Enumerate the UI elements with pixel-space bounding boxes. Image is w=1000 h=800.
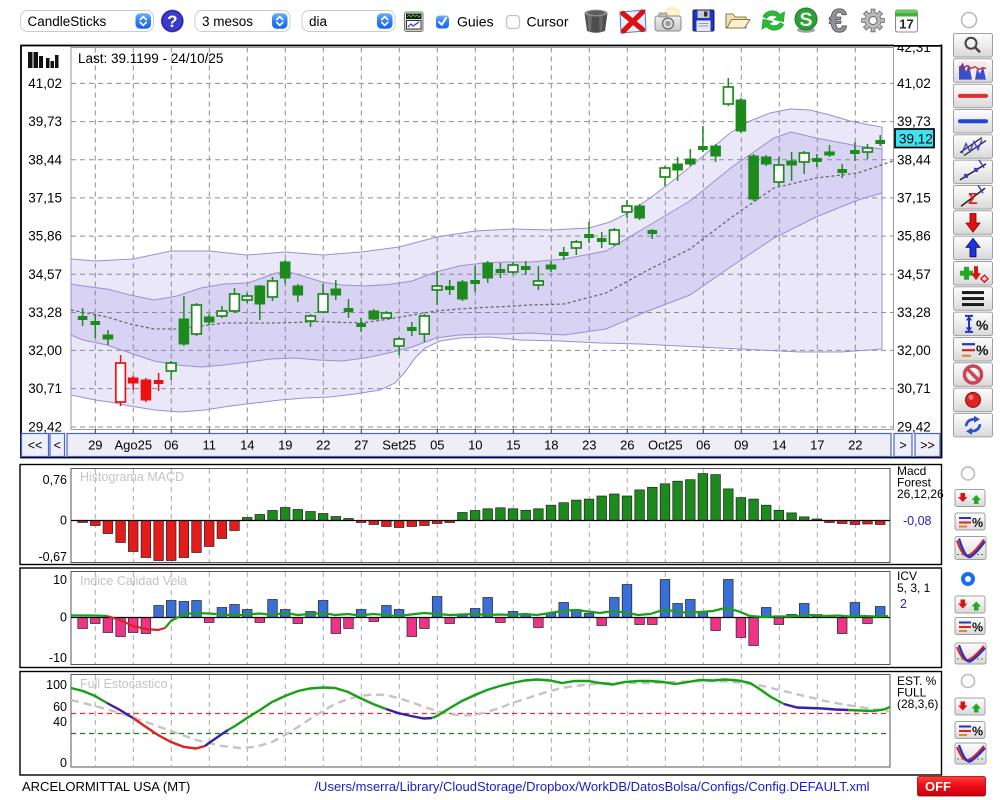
svg-text:26,12,26: 26,12,26 xyxy=(897,487,944,501)
svg-text:38,44: 38,44 xyxy=(28,152,62,167)
svg-text:41,02: 41,02 xyxy=(897,76,931,91)
svg-text:%: % xyxy=(972,516,983,530)
svg-text:0: 0 xyxy=(60,611,67,625)
svg-text:0,76: 0,76 xyxy=(43,473,67,487)
svg-text:34,57: 34,57 xyxy=(28,267,62,282)
svg-text:41,02: 41,02 xyxy=(28,76,62,91)
svg-text:S: S xyxy=(799,9,812,31)
svg-text:OFF: OFF xyxy=(925,779,951,794)
svg-text:30,71: 30,71 xyxy=(28,381,62,396)
svg-text:40: 40 xyxy=(53,715,67,729)
svg-text:35,86: 35,86 xyxy=(897,229,931,244)
svg-text:Oct25: Oct25 xyxy=(648,438,683,453)
svg-text:EST. %: EST. % xyxy=(897,674,937,688)
svg-text:€: € xyxy=(829,2,847,39)
svg-text:39,73: 39,73 xyxy=(897,114,931,129)
svg-text:CandleSticks: CandleSticks xyxy=(28,14,107,29)
svg-text:<<: << xyxy=(28,439,43,453)
svg-text:Histograma MACD: Histograma MACD xyxy=(80,470,184,484)
svg-text:Indice Calidad Vela: Indice Calidad Vela xyxy=(80,574,187,588)
svg-text:06: 06 xyxy=(696,438,710,453)
svg-text:%: % xyxy=(976,317,989,333)
svg-text:32,00: 32,00 xyxy=(28,343,62,358)
svg-text:11: 11 xyxy=(203,438,217,453)
svg-text:%: % xyxy=(972,621,983,635)
svg-text:30,71: 30,71 xyxy=(897,381,931,396)
svg-text:32,00: 32,00 xyxy=(897,343,931,358)
svg-text:Forest: Forest xyxy=(897,476,932,490)
svg-text:3 mesos: 3 mesos xyxy=(202,14,253,29)
svg-text:Full Estocastico: Full Estocastico xyxy=(80,677,168,691)
svg-text:Ago25: Ago25 xyxy=(115,438,153,453)
svg-text:29,42: 29,42 xyxy=(897,420,931,435)
svg-text:18: 18 xyxy=(544,438,558,453)
svg-text:FULL: FULL xyxy=(897,686,927,700)
svg-text:Σ: Σ xyxy=(968,191,978,208)
svg-text:>>: >> xyxy=(920,439,935,453)
svg-text:29,42: 29,42 xyxy=(28,420,62,435)
svg-text:29: 29 xyxy=(88,438,102,453)
svg-text:05: 05 xyxy=(430,438,444,453)
svg-text:27: 27 xyxy=(354,438,368,453)
svg-text:39,73: 39,73 xyxy=(28,114,62,129)
svg-text:17: 17 xyxy=(899,17,913,32)
svg-text:60: 60 xyxy=(53,700,67,714)
svg-text:10: 10 xyxy=(468,438,482,453)
svg-text:-10: -10 xyxy=(49,651,67,665)
svg-text:10: 10 xyxy=(53,573,67,587)
svg-text:23: 23 xyxy=(582,438,596,453)
svg-text:100: 100 xyxy=(46,678,67,692)
svg-text:38,44: 38,44 xyxy=(897,152,931,167)
svg-text:?: ? xyxy=(167,12,177,31)
svg-text:-0,08: -0,08 xyxy=(903,514,932,528)
svg-text:33,28: 33,28 xyxy=(28,305,62,320)
svg-text:Last: 39.1199 - 24/10/25: Last: 39.1199 - 24/10/25 xyxy=(78,51,223,66)
svg-text:/Users/mserra/Library/CloudSto: /Users/mserra/Library/CloudStorage/Dropb… xyxy=(314,779,869,794)
svg-text:15: 15 xyxy=(506,438,520,453)
svg-text:14: 14 xyxy=(240,438,254,453)
svg-text:ARCELORMITTAL USA (MT): ARCELORMITTAL USA (MT) xyxy=(22,779,190,794)
svg-text:09: 09 xyxy=(734,438,748,453)
svg-text:Set25: Set25 xyxy=(382,438,416,453)
svg-text:19: 19 xyxy=(278,438,292,453)
svg-text:0: 0 xyxy=(60,514,67,528)
svg-text:(28,3,6): (28,3,6) xyxy=(897,697,938,711)
svg-text:ICV: ICV xyxy=(897,569,917,583)
svg-text:34,57: 34,57 xyxy=(897,267,931,282)
svg-text:dia: dia xyxy=(309,14,328,29)
svg-text:2: 2 xyxy=(900,597,907,611)
svg-text:26: 26 xyxy=(620,438,634,453)
svg-text:Cursor: Cursor xyxy=(527,14,569,30)
svg-text:>: > xyxy=(899,439,906,453)
svg-text:39,12: 39,12 xyxy=(899,132,933,147)
svg-text:33,28: 33,28 xyxy=(897,305,931,320)
svg-text:<: < xyxy=(54,439,61,453)
svg-text:17: 17 xyxy=(810,438,824,453)
svg-text:5, 3, 1: 5, 3, 1 xyxy=(897,581,931,595)
svg-text:%: % xyxy=(976,342,989,358)
svg-text:Macd: Macd xyxy=(897,464,926,478)
svg-text:06: 06 xyxy=(164,438,178,453)
svg-text:35,86: 35,86 xyxy=(28,229,62,244)
svg-text:0: 0 xyxy=(60,756,67,770)
svg-text:-0,67: -0,67 xyxy=(39,550,68,564)
svg-text:14: 14 xyxy=(772,438,786,453)
svg-text:37,15: 37,15 xyxy=(28,190,62,205)
svg-text:37,15: 37,15 xyxy=(897,190,931,205)
svg-text:%: % xyxy=(972,725,983,739)
svg-text:Guies: Guies xyxy=(457,14,494,30)
svg-text:22: 22 xyxy=(848,438,862,453)
svg-text:22: 22 xyxy=(316,438,330,453)
